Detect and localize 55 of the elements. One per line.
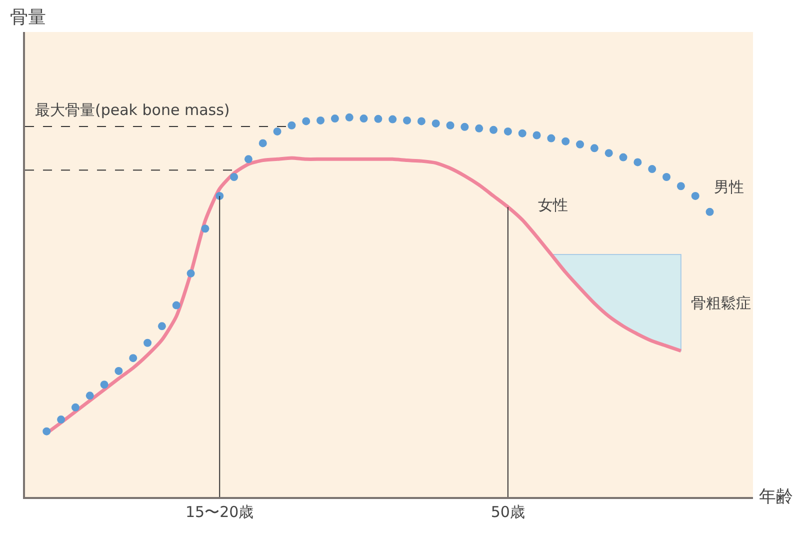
point <box>634 158 642 166</box>
point <box>432 119 440 128</box>
point <box>475 124 484 132</box>
ref-line-label: 最大骨量(peak bone mass) <box>35 101 230 119</box>
point <box>446 121 454 130</box>
series-label: 男性 <box>714 178 744 196</box>
point <box>460 122 469 131</box>
x-tick-label: 50歳 <box>490 502 525 521</box>
point <box>273 127 282 136</box>
point <box>114 366 123 375</box>
point <box>590 144 598 152</box>
point <box>360 114 368 123</box>
point <box>490 126 498 134</box>
point <box>648 165 656 174</box>
point <box>86 392 94 400</box>
point <box>302 117 310 126</box>
point <box>201 224 210 233</box>
point <box>676 182 685 190</box>
point <box>186 269 195 278</box>
x-axis-title: 年齢 <box>759 487 793 507</box>
point <box>172 301 180 310</box>
point <box>518 129 526 138</box>
point <box>216 192 224 200</box>
point <box>706 208 714 216</box>
series-label: 骨粗鬆症 <box>691 294 751 312</box>
point <box>330 114 339 123</box>
point <box>691 192 700 200</box>
point <box>504 127 512 136</box>
point <box>576 140 584 148</box>
series-label: 女性 <box>538 196 568 214</box>
point <box>71 403 80 412</box>
point <box>57 416 66 424</box>
point <box>230 173 238 181</box>
point <box>42 427 51 436</box>
point <box>403 116 412 124</box>
point <box>619 153 628 162</box>
point <box>547 134 556 142</box>
y-axis-title: 骨量 <box>10 7 46 28</box>
point <box>374 114 382 123</box>
point <box>662 173 670 181</box>
point <box>258 139 267 148</box>
point <box>417 117 426 126</box>
point <box>288 121 296 130</box>
point <box>100 380 108 389</box>
point <box>388 115 397 124</box>
point <box>345 113 354 122</box>
point <box>244 155 252 164</box>
point <box>316 116 325 124</box>
point <box>158 322 166 330</box>
point <box>532 131 541 140</box>
point <box>129 354 138 362</box>
point <box>562 137 570 146</box>
x-tick-label: 15〜20歳 <box>186 502 254 521</box>
point <box>604 149 613 158</box>
point <box>144 338 152 347</box>
